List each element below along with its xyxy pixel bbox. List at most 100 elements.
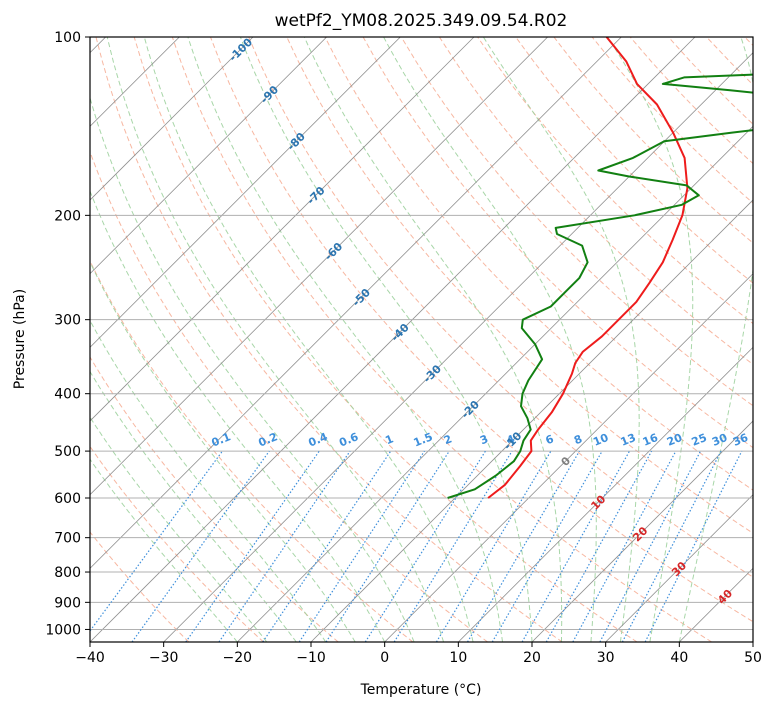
- isotherm-line: [90, 37, 475, 422]
- dry-adiabat: [90, 259, 414, 642]
- x-tick-label: −10: [296, 650, 326, 666]
- series-layer: [447, 37, 753, 499]
- mixing-ratio-label: 8: [572, 432, 584, 447]
- dry-adiabat: [171, 37, 712, 642]
- mixing-ratio-label: 1.5: [412, 430, 435, 449]
- moist-adiabat: [90, 416, 268, 642]
- mixing-ratio-label: 25: [690, 431, 709, 449]
- plot-frame: [89, 36, 754, 643]
- mixing-ratio-line: [621, 450, 722, 642]
- mixing-ratio-label: 36: [731, 431, 750, 449]
- x-tick-label: 0: [380, 650, 389, 666]
- mixing-ratio-label: 6: [544, 432, 556, 447]
- dry-adiabat: [591, 37, 753, 204]
- mixing-ratio-line: [545, 450, 653, 642]
- moist-adiabat: [383, 37, 597, 642]
- mixing-ratio-line: [364, 450, 486, 642]
- mixing-ratio-label: 16: [641, 431, 660, 449]
- mixing-ratio-line: [262, 450, 392, 642]
- mixing-ratio-label: 30: [710, 431, 729, 449]
- moist-adiabat: [678, 37, 753, 642]
- moist-adiabat: [482, 37, 640, 642]
- isotherm-label: -80: [285, 130, 308, 153]
- dry-adiabat: [438, 37, 753, 366]
- mixing-ratio-line: [599, 450, 702, 642]
- x-tick-label: 40: [670, 650, 688, 666]
- x-tick-label: −20: [223, 650, 253, 666]
- x-tick-label: 10: [449, 650, 467, 666]
- y-tick-label: 800: [54, 565, 81, 581]
- x-tick-label: −30: [149, 650, 179, 666]
- dewpoint-profile-line: [447, 73, 753, 499]
- chart-title: wetPf2_YM08.2025.349.09.54.R02: [275, 11, 568, 31]
- mixing-ratio-label: 0.1: [210, 430, 233, 449]
- isotherm-line: [163, 52, 753, 642]
- dry-adiabat: [362, 37, 753, 449]
- axis-layer: −40 −30 −20 −10 0 10 20 30 40 5010020030040050060…: [45, 30, 762, 666]
- isotherm-line: [458, 346, 753, 642]
- dry-adiabat: [744, 37, 753, 47]
- dry-adiabat: [133, 37, 638, 642]
- mixing-ratio-line: [298, 450, 425, 642]
- mixing-ratio-label: 20: [665, 431, 684, 449]
- y-tick-label: 300: [54, 313, 81, 329]
- mixing-ratio-label: 13: [619, 431, 638, 449]
- dry-adiabat: [210, 37, 753, 623]
- dry-adiabat: [400, 37, 753, 407]
- isotherm-label: 40: [715, 587, 735, 607]
- x-tick-label: 50: [744, 650, 762, 666]
- isotherm-label: -70: [304, 184, 327, 207]
- mixing-ratio-line: [90, 450, 223, 632]
- mixing-ratio-label: 0.4: [306, 430, 329, 449]
- isotherm-label: -40: [389, 321, 412, 344]
- isotherm-label: 30: [669, 559, 689, 579]
- temperature-profile-line: [487, 37, 689, 499]
- y-tick-label: 200: [54, 208, 81, 224]
- x-tick-label: −40: [75, 650, 105, 666]
- mixing-ratio-label: 0.2: [256, 430, 279, 449]
- y-tick-label: 100: [54, 30, 81, 46]
- y-tick-label: 700: [54, 531, 81, 547]
- isotherm-line: [90, 37, 401, 348]
- dry-adiabat: [95, 37, 563, 642]
- dry-adiabat: [668, 37, 753, 125]
- moist-adiabat: [90, 189, 386, 642]
- moist-adiabat: [106, 37, 445, 642]
- dry-adiabat: [90, 445, 264, 642]
- isotherm-line: [752, 641, 753, 642]
- dry-adiabat: [706, 37, 753, 86]
- moist-adiabat: [607, 37, 694, 642]
- isotherm-label: -60: [322, 240, 345, 263]
- isotherm-label: -90: [258, 83, 281, 106]
- isotherm-line: [90, 37, 696, 642]
- mixing-ratio-label: 1: [383, 432, 395, 447]
- dry-adiabat: [324, 37, 753, 491]
- y-tick-label: 600: [54, 491, 81, 507]
- isotherm-line: [384, 273, 753, 642]
- moist-adiabat: [90, 458, 238, 642]
- y-tick-label: 900: [54, 595, 81, 611]
- moist-adiabat: [90, 260, 356, 642]
- dry-adiabat: [90, 150, 488, 642]
- y-tick-label: 500: [54, 444, 81, 460]
- mixing-ratio-line: [218, 450, 351, 642]
- isotherm-label: 0: [559, 454, 574, 469]
- mixing-ratio-label: 0.6: [337, 430, 360, 449]
- mixing-ratio-label: 2: [442, 432, 454, 447]
- y-tick-label: 1000: [45, 622, 81, 638]
- isotherm-label: -20: [459, 398, 482, 421]
- moist-adiabat: [90, 319, 327, 642]
- isotherm-line: [310, 199, 753, 642]
- isotherm-line: [90, 37, 622, 569]
- dry-adiabat: [90, 356, 339, 642]
- mixing-ratio-line: [185, 450, 320, 642]
- dry-adiabat: [248, 37, 753, 578]
- mixing-ratio-line: [131, 450, 270, 642]
- isotherm-label: -50: [350, 286, 373, 309]
- isotherm-line: [605, 494, 753, 642]
- moist-adiabat: [187, 37, 503, 642]
- y-tick-label: 400: [54, 387, 81, 403]
- x-axis-label: Temperature (°C): [360, 682, 482, 698]
- isotherm-line: [237, 125, 753, 642]
